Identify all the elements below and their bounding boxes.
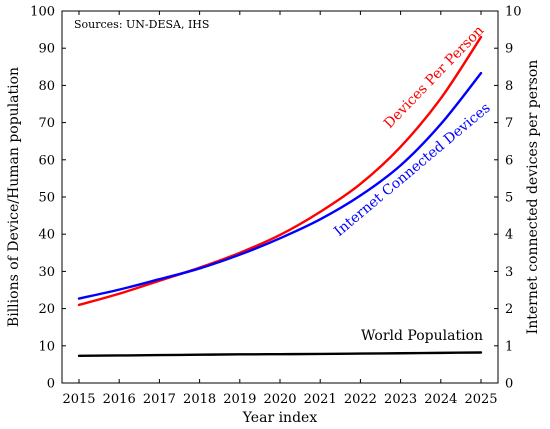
x-tick-label: 2018 [183, 392, 216, 407]
x-tick-label: 2023 [384, 392, 417, 407]
right-y-tick-label: 7 [505, 116, 513, 131]
x-tick-label: 2024 [424, 392, 457, 407]
x-tick-label: 2019 [223, 392, 256, 407]
right-y-tick-label: 10 [505, 5, 522, 20]
x-tick-label: 2015 [62, 392, 95, 407]
left-y-tick-label: 60 [38, 153, 55, 168]
right-y-tick-label: 1 [505, 339, 513, 354]
x-axis-title: Year index [242, 410, 318, 426]
x-tick-label: 2016 [103, 392, 136, 407]
series-line-internet-connected-devices [77, 71, 483, 300]
x-tick-label: 2025 [464, 392, 497, 407]
x-tick-label: 2017 [143, 392, 176, 407]
x-tick-label: 2021 [304, 392, 337, 407]
right-y-tick-label: 2 [505, 302, 513, 317]
series-line-devices-per-person [77, 35, 483, 307]
right-y-tick-label: 5 [505, 191, 513, 206]
x-tick-label: 2022 [344, 392, 377, 407]
ticks-layer: 2015 2016 2017 2018 2019 2020 2021 2022 2023 2024… [30, 5, 521, 408]
left-y-tick-label: 20 [38, 302, 55, 317]
series-layer [77, 35, 483, 358]
right-y-tick-label: 4 [505, 228, 513, 243]
series-label-world-population: World Population [361, 328, 483, 344]
left-y-tick-label: 40 [38, 228, 55, 243]
left-y-tick-label: 0 [47, 377, 55, 392]
series-label-internet-connected-devices: Internet Connected Devices [331, 100, 493, 240]
left-y-axis-title: Billions of Device/Human population [6, 67, 22, 327]
left-y-tick-label: 30 [38, 265, 55, 280]
left-y-tick-label: 80 [38, 79, 55, 94]
source-note: Sources: UN-DESA, IHS [74, 18, 209, 31]
left-y-tick-label: 50 [38, 191, 55, 206]
x-tick-label: 2020 [263, 392, 296, 407]
left-y-tick-label: 90 [38, 42, 55, 57]
right-y-tick-label: 9 [505, 42, 513, 57]
left-y-tick-label: 10 [38, 339, 55, 354]
right-y-tick-label: 3 [505, 265, 513, 280]
right-y-tick-label: 6 [505, 153, 513, 168]
right-y-axis-title: Internet connected devices per person [525, 60, 541, 335]
right-y-tick-label: 8 [505, 79, 513, 94]
left-y-tick-label: 70 [38, 116, 55, 131]
left-y-tick-label: 100 [30, 5, 55, 20]
right-y-tick-label: 0 [505, 377, 513, 392]
plot-frame [61, 10, 499, 384]
series-line-world-population [77, 351, 483, 358]
